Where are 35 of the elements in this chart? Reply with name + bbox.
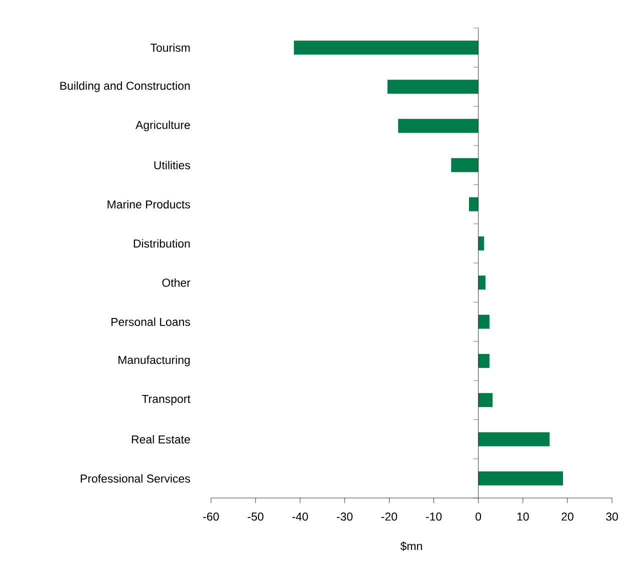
bar	[398, 118, 478, 133]
x-tick-label: -20	[381, 512, 398, 521]
x-tick-label: 10	[517, 512, 529, 521]
y-tick-label: Agriculture	[136, 120, 190, 132]
x-tick-label: -40	[292, 512, 308, 521]
y-tick-label: Personal Loans	[112, 318, 190, 326]
bar	[451, 158, 478, 172]
y-tick-label: Manufacturing	[118, 356, 190, 366]
y-tick-label: Building and Construction	[60, 81, 190, 92]
y-tick-label: Tourism	[150, 43, 190, 52]
x-tick-label: 0	[476, 512, 482, 521]
x-axis-title: $mn	[400, 542, 422, 551]
x-tick-label: -60	[203, 512, 219, 521]
bar	[294, 40, 478, 55]
x-tick-label: 30	[606, 512, 618, 521]
x-tick-label: -50	[248, 512, 264, 521]
bar	[478, 236, 484, 250]
x-tick-label: -30	[336, 512, 353, 521]
y-tick-label: Transport	[142, 394, 190, 406]
bar	[478, 432, 550, 446]
bar	[387, 80, 478, 94]
x-tick-label: -10	[426, 512, 442, 521]
bar	[478, 276, 486, 290]
bar	[478, 314, 490, 329]
y-tick-label: Other	[162, 278, 190, 287]
bar	[478, 354, 490, 368]
y-tick-label: Professional Services	[80, 474, 190, 483]
y-tick-label: Distribution	[134, 239, 190, 248]
y-tick-label: Marine Products	[108, 200, 190, 208]
y-tick-label: Utilities	[154, 160, 190, 170]
y-tick-label: Real Estate	[132, 435, 190, 444]
bar	[478, 471, 563, 486]
bar	[478, 393, 493, 408]
bar	[468, 197, 478, 212]
x-tick-label: 20	[562, 512, 574, 521]
